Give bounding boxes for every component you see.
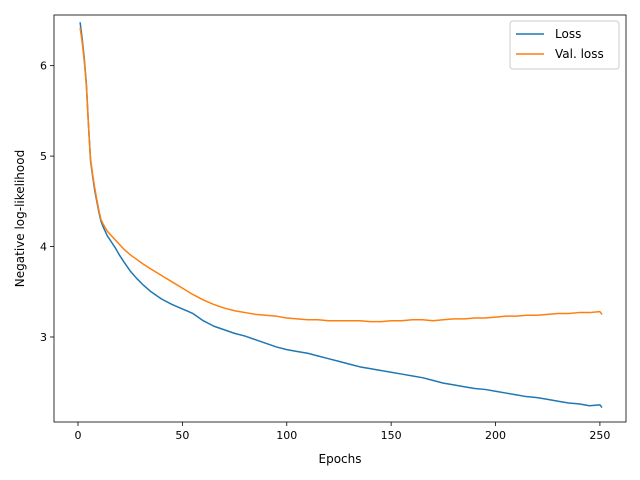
plot-area [54, 15, 626, 422]
x-tick-label: 50 [175, 429, 189, 442]
y-ticks: 3 4 5 6 [40, 60, 54, 344]
series-line-val-loss [79, 27, 603, 323]
x-axis-label: Epochs [319, 452, 362, 466]
y-tick-label: 3 [40, 331, 47, 344]
legend-label: Loss [555, 27, 581, 41]
series-line-loss [79, 22, 603, 408]
legend: Loss Val. loss [509, 20, 620, 70]
y-tick-label: 5 [40, 150, 47, 163]
y-tick-label: 4 [40, 241, 47, 254]
legend-box [509, 20, 620, 70]
x-tick-label: 200 [485, 429, 506, 442]
series-layer [79, 22, 603, 408]
y-axis-label: Negative log-likelihood [13, 150, 27, 287]
x-tick-label: 0 [75, 429, 82, 442]
y-tick-label: 6 [40, 60, 47, 73]
plot-frame [53, 14, 627, 423]
x-tick-label: 250 [589, 429, 610, 442]
legend-label: Val. loss [555, 47, 604, 61]
x-ticks: 0 50 100 150 200 250 [75, 422, 610, 442]
x-tick-label: 150 [381, 429, 402, 442]
x-tick-label: 100 [276, 429, 297, 442]
